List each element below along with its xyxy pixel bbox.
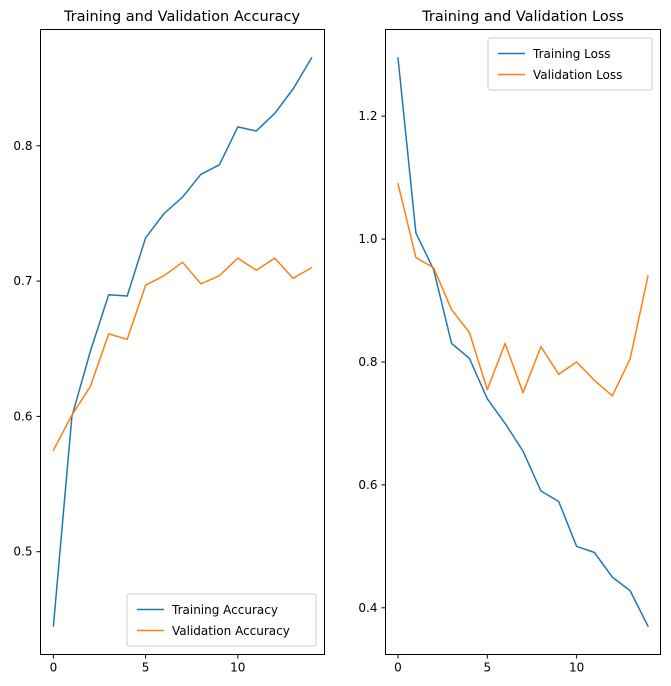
axes-frame xyxy=(40,29,325,655)
training-accuracy-line xyxy=(52,57,313,627)
validation-loss-line xyxy=(397,183,649,397)
y-tick-label: 0.5 xyxy=(13,545,32,559)
validation-accuracy-line xyxy=(52,257,313,451)
y-tick-label: 0.4 xyxy=(358,601,377,615)
accuracy-chart-title: Training and Validation Accuracy xyxy=(63,9,301,25)
y-tick-label: 0.6 xyxy=(358,478,377,492)
x-tick-label: 10 xyxy=(569,661,584,675)
legend-label: Validation Loss xyxy=(533,68,622,82)
x-tick-label: 10 xyxy=(230,661,245,675)
y-tick-label: 0.6 xyxy=(13,409,32,423)
x-tick-label: 0 xyxy=(50,661,58,675)
x-tick-label: 5 xyxy=(142,661,150,675)
legend-label: Validation Accuracy xyxy=(172,624,290,638)
x-tick-label: 5 xyxy=(483,661,491,675)
y-tick-label: 0.8 xyxy=(358,355,377,369)
x-tick-label: 0 xyxy=(394,661,402,675)
loss-chart-title: Training and Validation Loss xyxy=(421,9,624,25)
axes-frame xyxy=(385,29,661,655)
y-tick-label: 1.0 xyxy=(358,232,377,246)
y-tick-label: 0.8 xyxy=(13,139,32,153)
legend-label: Training Loss xyxy=(532,47,610,61)
legend-box xyxy=(487,37,653,91)
legend-box xyxy=(126,593,317,647)
y-tick-label: 0.7 xyxy=(13,274,32,288)
accuracy-plot: 0 5 10 0.5 0.6 0.7 0.8 Training Accuracy Validat… xyxy=(13,29,325,675)
loss-plot: 0 5 10 0.4 0.6 0.8 1.0 1.2 Training Loss Validati… xyxy=(358,29,661,675)
legend-label: Training Accuracy xyxy=(171,603,278,617)
y-tick-label: 1.2 xyxy=(358,109,377,123)
training-loss-line xyxy=(397,57,649,627)
